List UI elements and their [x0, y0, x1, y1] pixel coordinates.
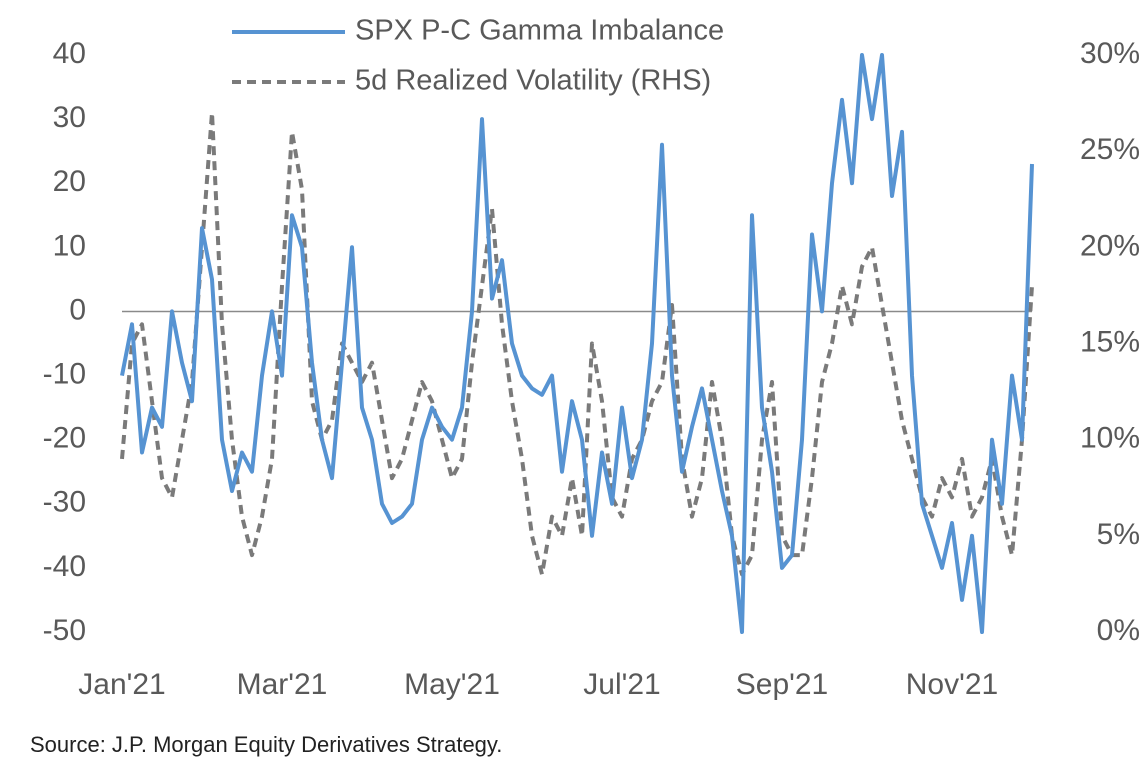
x-tick-label: Jul'21 [583, 668, 660, 701]
y-tick-label: -50 [43, 614, 86, 647]
series-line [120, 53, 1034, 634]
y-tick-label: 30 [53, 101, 86, 134]
series-line [120, 110, 1034, 577]
y2-tick-label: 10% [1080, 422, 1140, 455]
y2-tick-label: 20% [1080, 229, 1140, 262]
x-tick-label: Mar'21 [237, 668, 328, 701]
x-tick-label: May'21 [404, 668, 500, 701]
y-tick-label: -40 [43, 550, 86, 583]
y-tick-label: 20 [53, 165, 86, 198]
y-tick-label: -30 [43, 486, 86, 519]
y2-tick-label: 30% [1080, 37, 1140, 70]
y-tick-label: 40 [53, 37, 86, 70]
legend-label: 5d Realized Volatility (RHS) [355, 65, 711, 97]
y-tick-label: 10 [53, 229, 86, 262]
source-note: Source: J.P. Morgan Equity Derivatives S… [30, 732, 502, 757]
y2-tick-label: 0% [1097, 614, 1140, 647]
x-tick-label: Nov'21 [906, 668, 998, 701]
y-tick-label: 0 [69, 293, 86, 326]
y-tick-label: -20 [43, 422, 86, 455]
y2-tick-label: 5% [1097, 518, 1140, 551]
y2-tick-label: 25% [1080, 133, 1140, 166]
legend-label: SPX P-C Gamma Imbalance [355, 15, 724, 47]
x-tick-label: Jan'21 [78, 668, 165, 701]
y2-tick-label: 15% [1080, 325, 1140, 358]
y-tick-label: -10 [43, 357, 86, 390]
x-tick-label: Sep'21 [736, 668, 828, 701]
